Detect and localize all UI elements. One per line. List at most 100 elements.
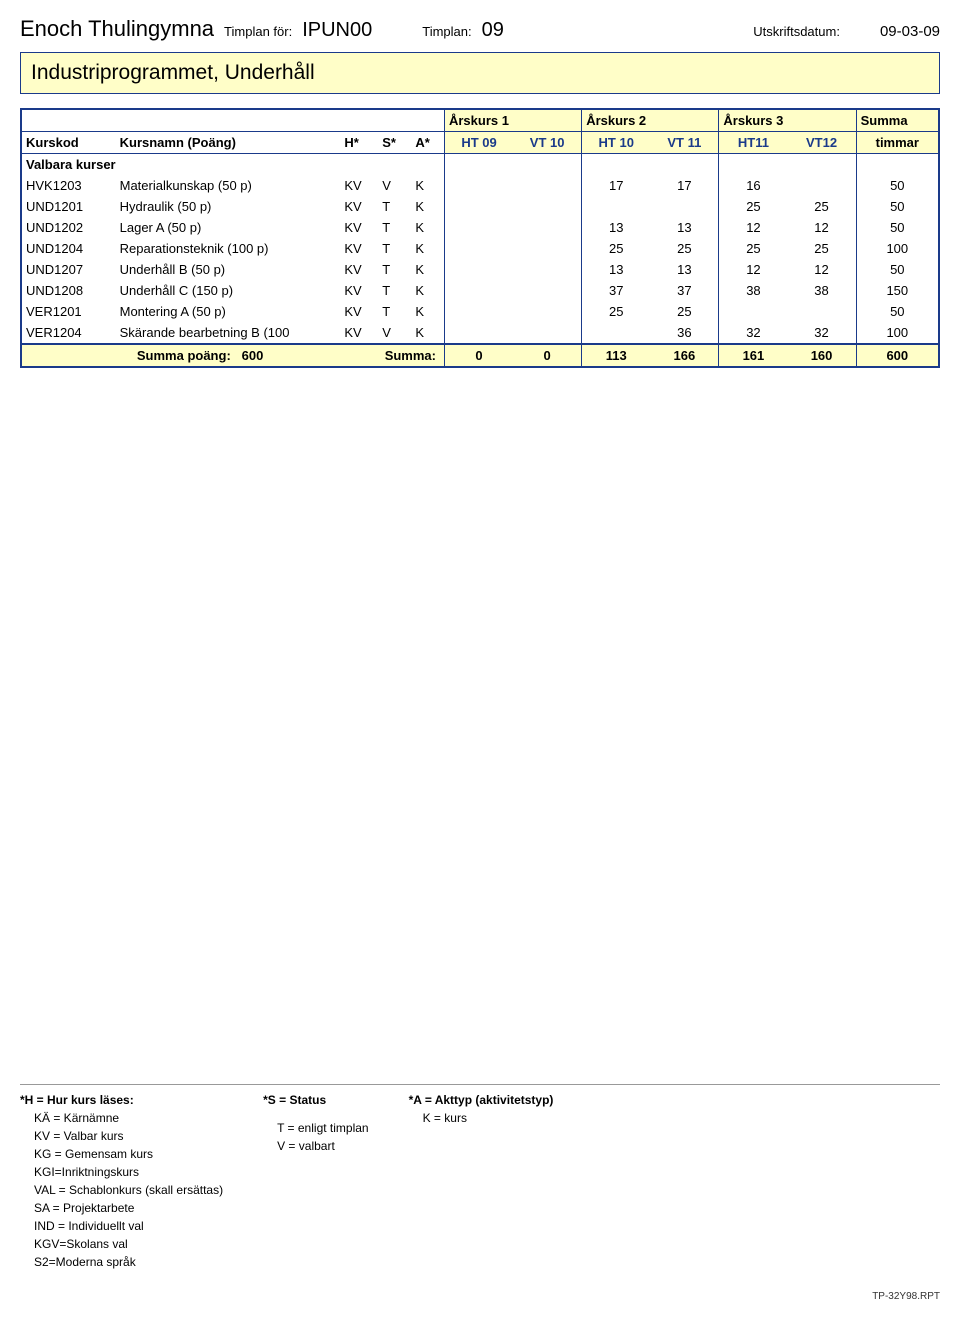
sum-total: 600	[856, 344, 939, 367]
table-row: HVK1203Materialkunskap (50 p)KVVK1717165…	[21, 175, 939, 196]
cell-v1	[513, 301, 582, 322]
col-h: H*	[340, 132, 378, 154]
cell-total: 50	[856, 175, 939, 196]
cell-v4	[719, 301, 788, 322]
cell-a: K	[411, 217, 444, 238]
cell-v4: 32	[719, 322, 788, 344]
report-id: TP-32Y98.RPT	[20, 1291, 940, 1302]
cell-total: 50	[856, 259, 939, 280]
cell-kod: UND1202	[21, 217, 116, 238]
footer-h-left-4: VAL = Schablonkurs (skall ersättas)	[34, 1181, 223, 1199]
year-1-header: Årskurs 1	[444, 109, 581, 132]
cell-v3: 13	[650, 217, 719, 238]
cell-v2: 13	[582, 259, 651, 280]
table-row: UND1202Lager A (50 p)KVTK1313121250	[21, 217, 939, 238]
plan-for-code: IPUN00	[302, 19, 372, 42]
plan-for-label: Timplan för:	[224, 24, 292, 39]
plan-number: 09	[482, 19, 504, 42]
footer-h-left-1: KV = Valbar kurs	[34, 1127, 223, 1145]
cell-v5: 25	[787, 196, 856, 217]
cell-v1	[513, 196, 582, 217]
cell-v0	[444, 322, 513, 344]
footer-s-0: T = enligt timplan	[263, 1119, 369, 1137]
cell-h: KV	[340, 259, 378, 280]
col-ht09: HT 09	[444, 132, 513, 154]
footer-h-right-0: SA = Projektarbete	[34, 1199, 223, 1217]
cell-kod: VER1201	[21, 301, 116, 322]
cell-h: KV	[340, 238, 378, 259]
year-2-header: Årskurs 2	[582, 109, 719, 132]
cell-h: KV	[340, 322, 378, 344]
cell-h: KV	[340, 301, 378, 322]
footer-a-title: *A = Akttyp (aktivitetstyp)	[409, 1091, 554, 1109]
cell-v2: 25	[582, 238, 651, 259]
cell-namn: Montering A (50 p)	[116, 301, 341, 322]
year-header-row: Årskurs 1 Årskurs 2 Årskurs 3 Summa	[21, 109, 939, 132]
cell-v5: 25	[787, 238, 856, 259]
cell-a: K	[411, 259, 444, 280]
cell-h: KV	[340, 175, 378, 196]
cell-s: T	[378, 238, 411, 259]
cell-namn: Reparationsteknik (100 p)	[116, 238, 341, 259]
summa-label: Summa:	[378, 344, 444, 367]
cell-v1	[513, 175, 582, 196]
sum-points-label: Summa poäng:	[137, 348, 231, 363]
cell-v5	[787, 175, 856, 196]
cell-v4: 38	[719, 280, 788, 301]
cell-namn: Skärande bearbetning B (100	[116, 322, 341, 344]
cell-v5: 12	[787, 259, 856, 280]
program-title: Industriprogrammet, Underhåll	[31, 61, 315, 84]
footer-h-right-2: KGV=Skolans val	[34, 1235, 223, 1253]
page-header: Enoch Thulingymna Timplan för: IPUN00 Ti…	[20, 16, 940, 42]
cell-s: T	[378, 301, 411, 322]
table-row: VER1201Montering A (50 p)KVTK252550	[21, 301, 939, 322]
col-kursnamn: Kursnamn (Poäng)	[116, 132, 341, 154]
footer-h-col: *H = Hur kurs läses: KÄ = Kärnämne KV = …	[20, 1091, 223, 1271]
footer: *H = Hur kurs läses: KÄ = Kärnämne KV = …	[20, 1084, 940, 1302]
cell-v2: 25	[582, 301, 651, 322]
cell-s: T	[378, 196, 411, 217]
cell-namn: Materialkunskap (50 p)	[116, 175, 341, 196]
cell-a: K	[411, 238, 444, 259]
cell-v4: 12	[719, 217, 788, 238]
cell-a: K	[411, 196, 444, 217]
col-ht11: HT11	[719, 132, 788, 154]
cell-v4: 12	[719, 259, 788, 280]
cell-v5: 12	[787, 217, 856, 238]
cell-v5: 32	[787, 322, 856, 344]
cell-namn: Underhåll C (150 p)	[116, 280, 341, 301]
cell-total: 100	[856, 238, 939, 259]
cell-v1	[513, 322, 582, 344]
cell-v2: 17	[582, 175, 651, 196]
section-label: Valbara kurser	[21, 154, 444, 176]
cell-v3: 25	[650, 301, 719, 322]
col-vt10: VT 10	[513, 132, 582, 154]
cell-a: K	[411, 175, 444, 196]
cell-v3	[650, 196, 719, 217]
cell-v3: 25	[650, 238, 719, 259]
footer-a-col: *A = Akttyp (aktivitetstyp) K = kurs	[409, 1091, 554, 1271]
cell-total: 100	[856, 322, 939, 344]
cell-total: 50	[856, 196, 939, 217]
course-table: Årskurs 1 Årskurs 2 Årskurs 3 Summa Kurs…	[20, 108, 940, 368]
school-name: Enoch Thulingymna	[20, 16, 214, 42]
cell-v4: 25	[719, 238, 788, 259]
cell-v2: 13	[582, 217, 651, 238]
plan-label: Timplan:	[422, 24, 471, 39]
summa-header: Summa	[856, 109, 939, 132]
footer-s-1: V = valbart	[263, 1137, 369, 1155]
cell-h: KV	[340, 280, 378, 301]
footer-h-title: *H = Hur kurs läses:	[20, 1091, 223, 1109]
cell-kod: UND1207	[21, 259, 116, 280]
cell-v0	[444, 196, 513, 217]
footer-h-right-3: S2=Moderna språk	[34, 1253, 223, 1271]
cell-namn: Hydraulik (50 p)	[116, 196, 341, 217]
cell-v2: 37	[582, 280, 651, 301]
cell-v1	[513, 238, 582, 259]
cell-kod: UND1208	[21, 280, 116, 301]
cell-a: K	[411, 280, 444, 301]
cell-v1	[513, 280, 582, 301]
sum-v1: 0	[513, 344, 582, 367]
cell-v0	[444, 217, 513, 238]
col-timmar: timmar	[856, 132, 939, 154]
